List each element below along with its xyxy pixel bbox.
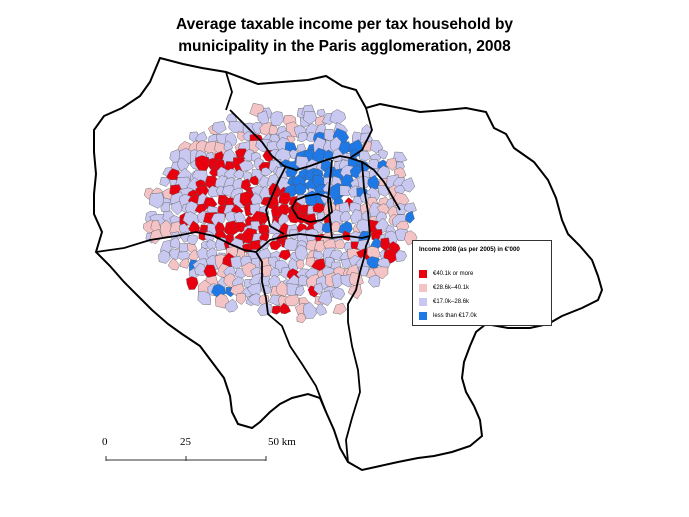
- commune-polygon: [279, 302, 291, 315]
- commune-polygon: [284, 294, 300, 307]
- commune-polygon: [228, 120, 245, 134]
- legend-item-upper-middle: €28.6k–40.1k: [419, 283, 469, 292]
- commune-polygon: [313, 282, 324, 296]
- legend-label-high: €40.1k or more: [433, 270, 474, 277]
- commune-polygon: [294, 183, 307, 196]
- commune-polygon: [148, 192, 166, 209]
- commune-polygon: [211, 120, 227, 135]
- commune-polygon: [404, 210, 415, 224]
- legend-swatch-low: [419, 311, 427, 320]
- commune-polygon: [278, 249, 292, 261]
- commune-polygon: [297, 132, 308, 143]
- map-title-line-1: Average taxable income per tax household…: [175, 16, 514, 33]
- commune-polygon: [207, 185, 220, 198]
- commune-polygon: [340, 211, 352, 222]
- commune-polygon: [214, 293, 230, 309]
- commune-polygon: [303, 302, 318, 319]
- commune-polygon: [167, 258, 180, 271]
- commune-polygon: [270, 111, 285, 127]
- scale-bar: 0 25 50 km: [96, 436, 296, 468]
- commune-polygon: [194, 263, 208, 277]
- commune-polygon: [313, 239, 326, 254]
- commune-polygon: [197, 290, 212, 306]
- commune-polygon: [334, 239, 346, 250]
- commune-polygon: [159, 176, 171, 187]
- commune-polygon: [392, 151, 408, 163]
- commune-polygon: [186, 234, 198, 245]
- commune-polygon: [385, 157, 398, 171]
- commune-polygon: [238, 160, 254, 172]
- commune-polygon: [186, 276, 199, 290]
- commune-polygon: [243, 149, 254, 161]
- commune-polygon: [297, 274, 309, 287]
- commune-polygon: [209, 166, 220, 178]
- scale-tick-25: 25: [180, 436, 191, 448]
- legend-label-lower-middle: €17.0k–28.6k: [433, 298, 470, 305]
- map-title-line-2: municipality in the Paris agglomeration,…: [178, 38, 511, 55]
- commune-polygon: [260, 167, 273, 177]
- map-title: Average taxable income per tax household…: [0, 14, 689, 58]
- commune-polygon: [294, 285, 305, 297]
- legend-swatch-lower-middle: [419, 297, 427, 306]
- legend-item-lower-middle: €17.0k–28.6k: [419, 297, 469, 306]
- commune-polygon: [188, 249, 199, 262]
- legend-item-low: less than €17.0k: [419, 311, 477, 320]
- legend-swatch-upper-middle: [419, 283, 427, 292]
- department-borders: [95, 71, 401, 463]
- commune-polygon: [395, 250, 408, 263]
- commune-polygon: [169, 236, 181, 249]
- commune-polygon: [332, 302, 347, 315]
- legend-label-low: less than €17.0k: [433, 312, 477, 319]
- legend-label-upper-middle: €28.6k–40.1k: [433, 284, 470, 291]
- legend-title: Income 2008 (as per 2005) in €'000: [419, 246, 520, 253]
- commune-polygon: [171, 200, 183, 216]
- commune-polygon: [271, 305, 283, 315]
- commune-polygon: [378, 149, 388, 159]
- commune-polygon: [331, 287, 346, 301]
- commune-polygon: [233, 169, 244, 180]
- region-outline: [93, 56, 604, 472]
- commune-polygon: [330, 221, 341, 233]
- scale-bar-line: [105, 456, 267, 461]
- legend-swatch-high: [419, 269, 427, 278]
- commune-polygon: [296, 312, 307, 324]
- commune-polygon: [317, 290, 333, 306]
- commune-polygon: [315, 303, 328, 316]
- scale-tick-0: 0: [102, 436, 108, 448]
- commune-polygon: [323, 128, 337, 142]
- commune-polygon: [235, 293, 247, 305]
- commune-polygon: [233, 211, 247, 224]
- commune-polygon: [376, 203, 390, 215]
- legend: Income 2008 (as per 2005) in €'000 €40.1…: [412, 240, 552, 326]
- legend-item-high: €40.1k or more: [419, 269, 473, 278]
- commune-polygon: [358, 150, 372, 162]
- commune-polygon: [224, 298, 239, 313]
- commune-polygon: [247, 293, 263, 306]
- commune-polygon: [329, 109, 347, 125]
- commune-polygon: [368, 274, 381, 288]
- commune-polygon: [248, 175, 259, 186]
- commune-polygon: [233, 221, 249, 233]
- commune-polygon: [367, 174, 380, 190]
- commune-polygon: [283, 237, 299, 252]
- scale-tick-50: 50 km: [268, 436, 296, 448]
- commune-polygon: [269, 240, 282, 251]
- commune-polygon: [179, 258, 190, 269]
- commune-polygons: [142, 102, 418, 324]
